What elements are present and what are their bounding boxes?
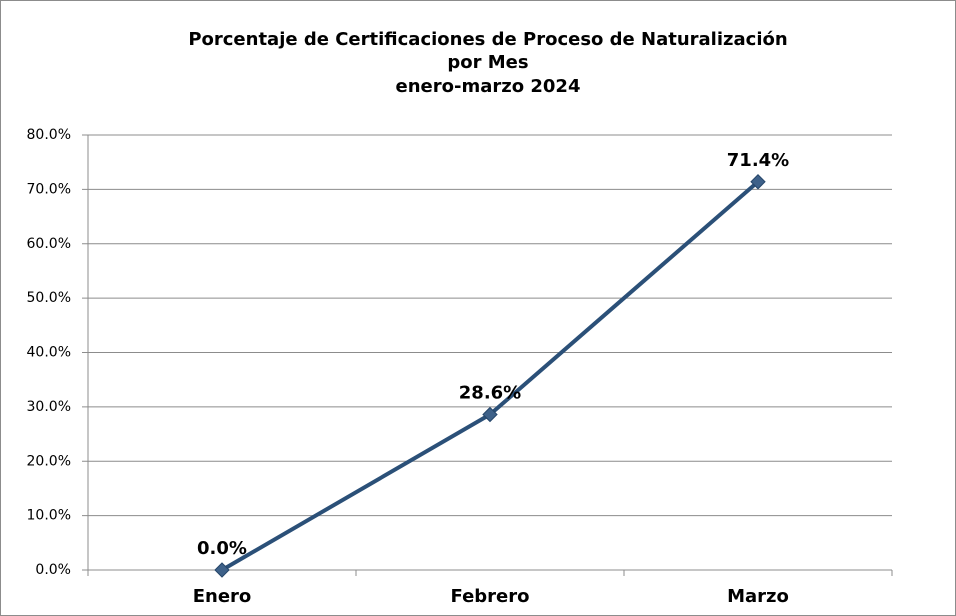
- y-tick-label: 30.0%: [27, 399, 71, 415]
- chart-subtitle: enero-marzo 2024: [396, 76, 581, 97]
- chart-title: Porcentaje de Certificaciones de Proceso…: [188, 29, 787, 50]
- data-point: [750, 174, 766, 190]
- y-tick-label: 40.0%: [27, 345, 71, 361]
- data-point: [214, 562, 230, 578]
- x-tick-label: Marzo: [727, 586, 789, 607]
- x-tick-label: Enero: [193, 586, 252, 607]
- data-point: [482, 406, 498, 423]
- y-tick-label: 20.0%: [27, 453, 71, 469]
- chart-title: por Mes: [447, 52, 528, 73]
- data-label: 28.6%: [459, 382, 521, 403]
- y-tick-label: 50.0%: [27, 290, 71, 306]
- data-label: 0.0%: [197, 538, 247, 559]
- y-tick-label: 70.0%: [27, 181, 71, 197]
- y-tick-label: 0.0%: [35, 562, 71, 578]
- x-tick-label: Febrero: [451, 586, 530, 607]
- y-tick-label: 60.0%: [27, 236, 71, 252]
- data-label: 71.4%: [727, 150, 789, 171]
- y-tick-label: 80.0%: [27, 127, 71, 143]
- y-tick-label: 10.0%: [27, 508, 71, 524]
